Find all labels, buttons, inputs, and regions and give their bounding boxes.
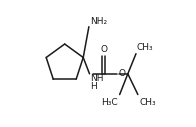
Text: O: O [118, 69, 125, 78]
Text: CH₃: CH₃ [139, 98, 156, 107]
Text: CH₃: CH₃ [137, 43, 153, 52]
Text: H: H [90, 82, 96, 91]
Text: NH₂: NH₂ [90, 17, 108, 26]
Text: O: O [101, 45, 107, 54]
Text: H₃C: H₃C [101, 98, 118, 107]
Text: NH: NH [90, 74, 103, 83]
